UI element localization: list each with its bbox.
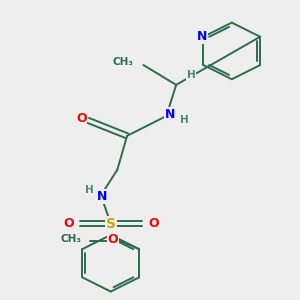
Text: O: O xyxy=(63,217,74,230)
Text: O: O xyxy=(108,233,118,246)
Text: H: H xyxy=(180,115,189,125)
Text: N: N xyxy=(98,190,108,203)
Text: N: N xyxy=(164,108,175,121)
Text: CH₃: CH₃ xyxy=(112,57,134,67)
Text: O: O xyxy=(148,217,159,230)
Text: N: N xyxy=(196,30,207,43)
Text: S: S xyxy=(106,217,116,231)
Text: O: O xyxy=(76,112,87,125)
Text: H: H xyxy=(85,184,94,195)
Text: CH₃: CH₃ xyxy=(61,234,82,244)
Text: H: H xyxy=(187,70,195,80)
